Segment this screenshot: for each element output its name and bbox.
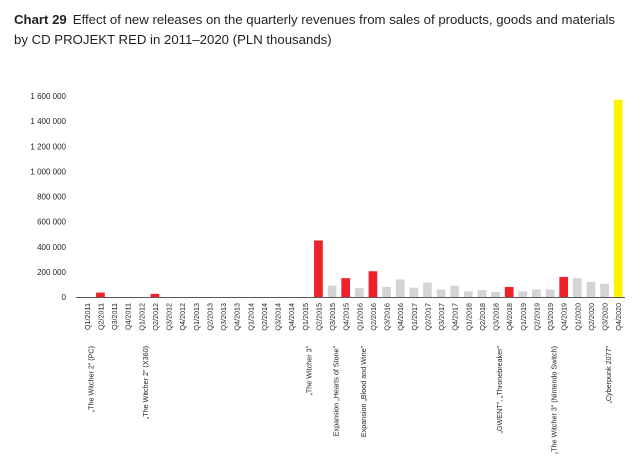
release-label: „The Witcher 2” (X360) — [141, 346, 150, 419]
x-tick-label: Q2/2014 — [260, 303, 269, 331]
x-tick-label: Q2/2020 — [587, 303, 596, 331]
bar-q2-2015 — [314, 240, 323, 297]
chart-title-block: Chart 29 Effect of new releases on the qu… — [14, 10, 626, 50]
bar-q4-2018 — [504, 286, 514, 297]
bar-q1-2019 — [518, 291, 528, 297]
x-tick-label: Q4/2018 — [505, 303, 514, 331]
bar-q3-2020 — [600, 283, 609, 297]
bar-q1-2017 — [409, 287, 419, 297]
x-tick-label: Q3/2018 — [492, 303, 501, 331]
x-tick-label: Q2/2016 — [369, 303, 378, 331]
release-labels-group: „The Witcher 2” (PC) „The Witcher 2” (X36… — [86, 345, 613, 454]
bar-q3-2017 — [436, 289, 446, 297]
x-tick-label: Q1/2012 — [137, 303, 146, 331]
bar-q3-2019 — [545, 289, 555, 297]
x-tick-label: Q2/2017 — [423, 303, 432, 331]
x-tick-label: Q4/2016 — [396, 303, 405, 331]
x-tick-label: Q2/2011 — [96, 303, 105, 330]
chart-title: Effect of new releases on the quarterly … — [14, 12, 615, 47]
bar-q4-2019 — [559, 276, 569, 297]
release-label: „The Witcher 3” — [304, 345, 313, 395]
x-tick-label: Q2/2013 — [205, 303, 214, 331]
x-tick-label: Q4/2017 — [451, 303, 460, 331]
bars-group — [96, 99, 623, 298]
x-tick-label: Q4/2015 — [342, 303, 351, 331]
bar-q1-2018 — [463, 291, 473, 297]
release-label: „The Witcher 2” (PC) — [86, 346, 95, 412]
x-tick-label: Q2/2015 — [314, 303, 323, 331]
release-label: Expansion „Hearts of Stone” — [332, 345, 341, 436]
bar-q3-2018 — [491, 291, 500, 297]
release-label: „The Witcher 3” (Nintendo Switch) — [550, 346, 559, 454]
bar-q2-2018 — [477, 290, 487, 297]
bar-q4-2020 — [613, 99, 623, 298]
bar-q1-2020 — [572, 278, 582, 297]
bar-q4-2016 — [395, 279, 405, 297]
y-tick-label: 1 600 000 — [30, 92, 66, 101]
x-tick-label: Q3/2015 — [328, 303, 337, 331]
x-tick-label: Q1/2019 — [519, 303, 528, 331]
bar-q2-2017 — [423, 282, 432, 297]
x-tick-label: Q1/2014 — [246, 303, 255, 331]
chart-number: Chart 29 — [14, 12, 67, 27]
bar-q4-2017 — [450, 285, 460, 297]
y-tick-label: 1 200 000 — [30, 142, 66, 151]
y-tick-label: 1 400 000 — [30, 117, 66, 126]
y-tick-label: 200 000 — [37, 268, 66, 277]
x-tick-label: Q4/2014 — [287, 303, 296, 331]
x-tick-label: Q1/2016 — [355, 303, 364, 331]
bar-q2-2011 — [96, 292, 105, 297]
x-tick-label: Q3/2019 — [546, 303, 555, 331]
release-label: „Cyberpunk 2077” — [604, 345, 613, 403]
x-tick-label: Q3/2016 — [383, 303, 392, 331]
x-tick-label: Q4/2020 — [614, 303, 623, 331]
bar-q3-2015 — [327, 285, 337, 297]
y-tick-label: 1 000 000 — [30, 167, 66, 176]
y-tick-label: 400 000 — [37, 243, 66, 252]
x-tick-label: Q3/2013 — [219, 303, 228, 331]
x-tick-label: Q4/2011 — [124, 303, 133, 330]
bar-q2-2019 — [532, 289, 541, 297]
x-tick-label: Q4/2013 — [233, 303, 242, 331]
x-tick-label: Q3/2017 — [437, 303, 446, 331]
release-label: „GWENT”, „Thronebreaker” — [495, 345, 504, 433]
x-axis: Q1/2011 Q2/2011 Q3/2011 Q4/2011 Q1/2012 Q2/20… — [83, 303, 623, 331]
y-tick-label: 800 000 — [37, 193, 66, 202]
y-axis: 0 200 000 400 000 600 000 800 000 1 000 000 1 … — [30, 92, 625, 302]
x-tick-label: Q4/2019 — [560, 303, 569, 331]
y-tick-label: 0 — [62, 293, 67, 302]
y-tick-label: 600 000 — [37, 218, 66, 227]
release-label: Expansion „Blood and Wine” — [359, 345, 368, 437]
x-tick-label: Q3/2014 — [274, 303, 283, 331]
bar-q1-2016 — [354, 288, 364, 297]
x-tick-label: Q2/2018 — [478, 303, 487, 331]
x-tick-label: Q1/2015 — [301, 303, 310, 331]
x-tick-label: Q1/2017 — [410, 303, 419, 331]
x-tick-label: Q3/2020 — [601, 303, 610, 331]
x-tick-label: Q1/2020 — [573, 303, 582, 331]
bar-q3-2016 — [382, 286, 391, 297]
x-tick-label: Q2/2012 — [151, 303, 160, 331]
x-tick-label: Q1/2011 — [83, 303, 92, 330]
x-tick-label: Q3/2012 — [165, 303, 174, 331]
x-tick-label: Q2/2019 — [532, 303, 541, 331]
bar-q2-2012 — [150, 293, 160, 297]
x-tick-label: Q3/2011 — [110, 303, 119, 330]
x-tick-label: Q1/2018 — [464, 303, 473, 331]
x-tick-label: Q1/2013 — [192, 303, 201, 331]
bar-q4-2015 — [341, 278, 351, 297]
bar-q2-2020 — [586, 281, 596, 297]
bar-q2-2016 — [368, 271, 378, 297]
x-tick-label: Q4/2012 — [178, 303, 187, 331]
